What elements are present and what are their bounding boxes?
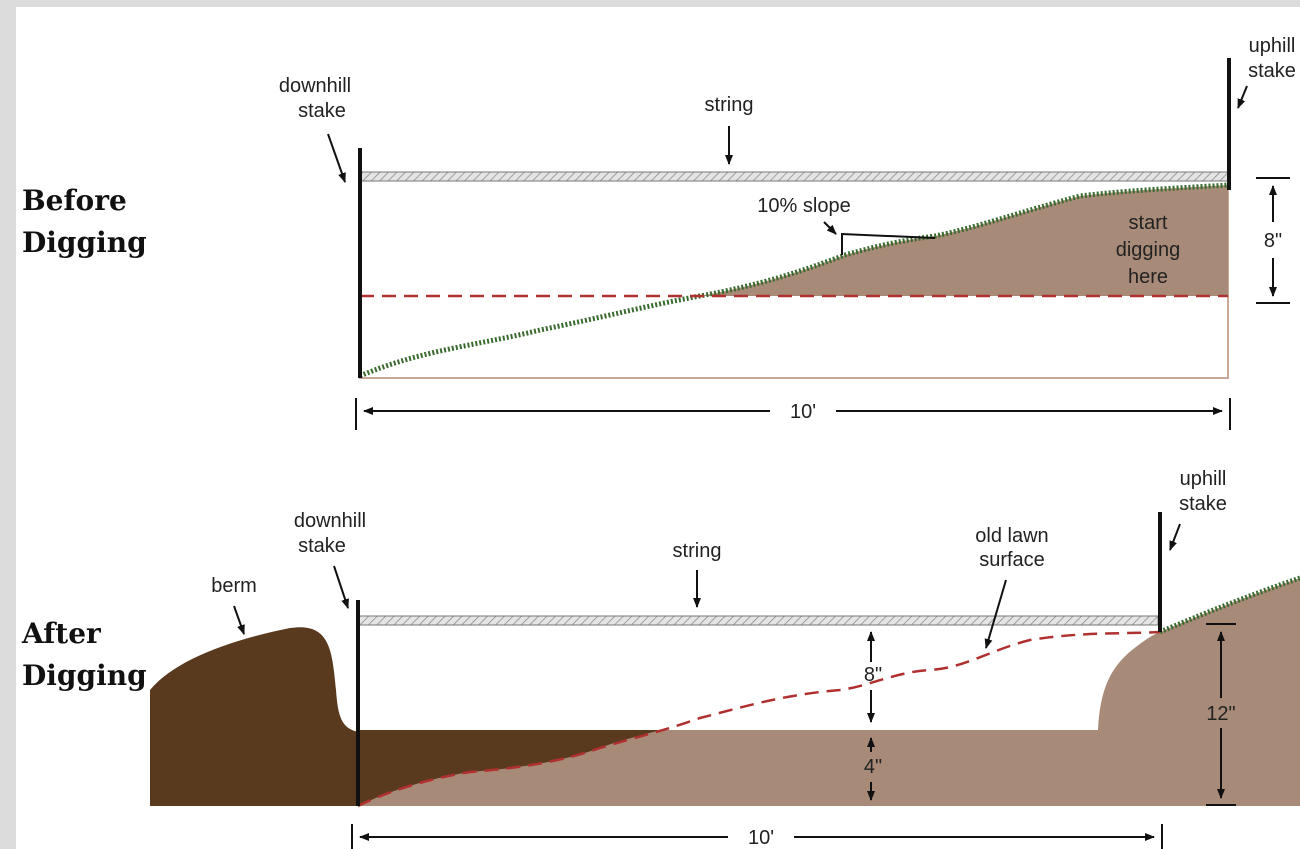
old-lawn-label-1: old lawn [975, 525, 1048, 547]
after-length-label: 10' [748, 827, 774, 849]
slope-label: 10% slope [757, 195, 850, 217]
before-uphill-label-1: uphill [1249, 35, 1296, 57]
after-4-label: 4" [864, 756, 882, 778]
start-label-3: here [1128, 266, 1168, 288]
old-lawn-surface-line [357, 630, 1161, 808]
before-downhill-arrow [327, 133, 346, 183]
diagram-canvas: Before Digging downhill [16, 7, 1300, 849]
before-uphill-arrow [1237, 85, 1248, 109]
before-downhill-label-2: stake [298, 100, 346, 122]
after-downhill-arrow [333, 565, 349, 609]
before-downhill-label-1: downhill [279, 75, 351, 97]
digging-diagram: Before Digging downhill [21, 35, 1300, 849]
after-downhill-label-2: stake [298, 535, 346, 557]
berm-arrow [233, 605, 245, 635]
before-soil-wedge [700, 185, 1228, 296]
start-label-2: digging [1116, 239, 1181, 261]
start-label-1: start [1129, 212, 1168, 234]
before-title-line2: Digging [22, 226, 147, 259]
before-depth-label: 8" [1264, 230, 1282, 252]
after-title-line2: Digging [22, 659, 147, 692]
berm-label: berm [211, 575, 257, 597]
after-string-label: string [673, 540, 722, 562]
slope-arrow [823, 221, 837, 235]
before-string-label: string [705, 94, 754, 116]
after-downhill-label-1: downhill [294, 510, 366, 532]
before-title-line1: Before [22, 184, 127, 217]
before-ground-surface [359, 182, 1229, 379]
after-digging-panel: After Digging berm [21, 468, 1300, 849]
before-string [359, 171, 1229, 182]
old-lawn-label-2: surface [979, 549, 1045, 571]
after-uphill-label-1: uphill [1180, 468, 1227, 490]
before-length-label: 10' [790, 401, 816, 423]
after-uphill-label-2: stake [1179, 493, 1227, 515]
after-12-label: 12" [1206, 703, 1235, 725]
before-uphill-label-2: stake [1248, 60, 1296, 82]
slope-indicator [841, 232, 936, 255]
after-8-label: 8" [864, 664, 882, 686]
old-lawn-arrow [984, 579, 1007, 649]
after-title-line1: After [21, 617, 102, 650]
after-uphill-arrow [1169, 523, 1181, 551]
berm [150, 627, 358, 806]
before-digging-panel: Before Digging downhill [22, 35, 1296, 430]
after-string [357, 615, 1159, 626]
